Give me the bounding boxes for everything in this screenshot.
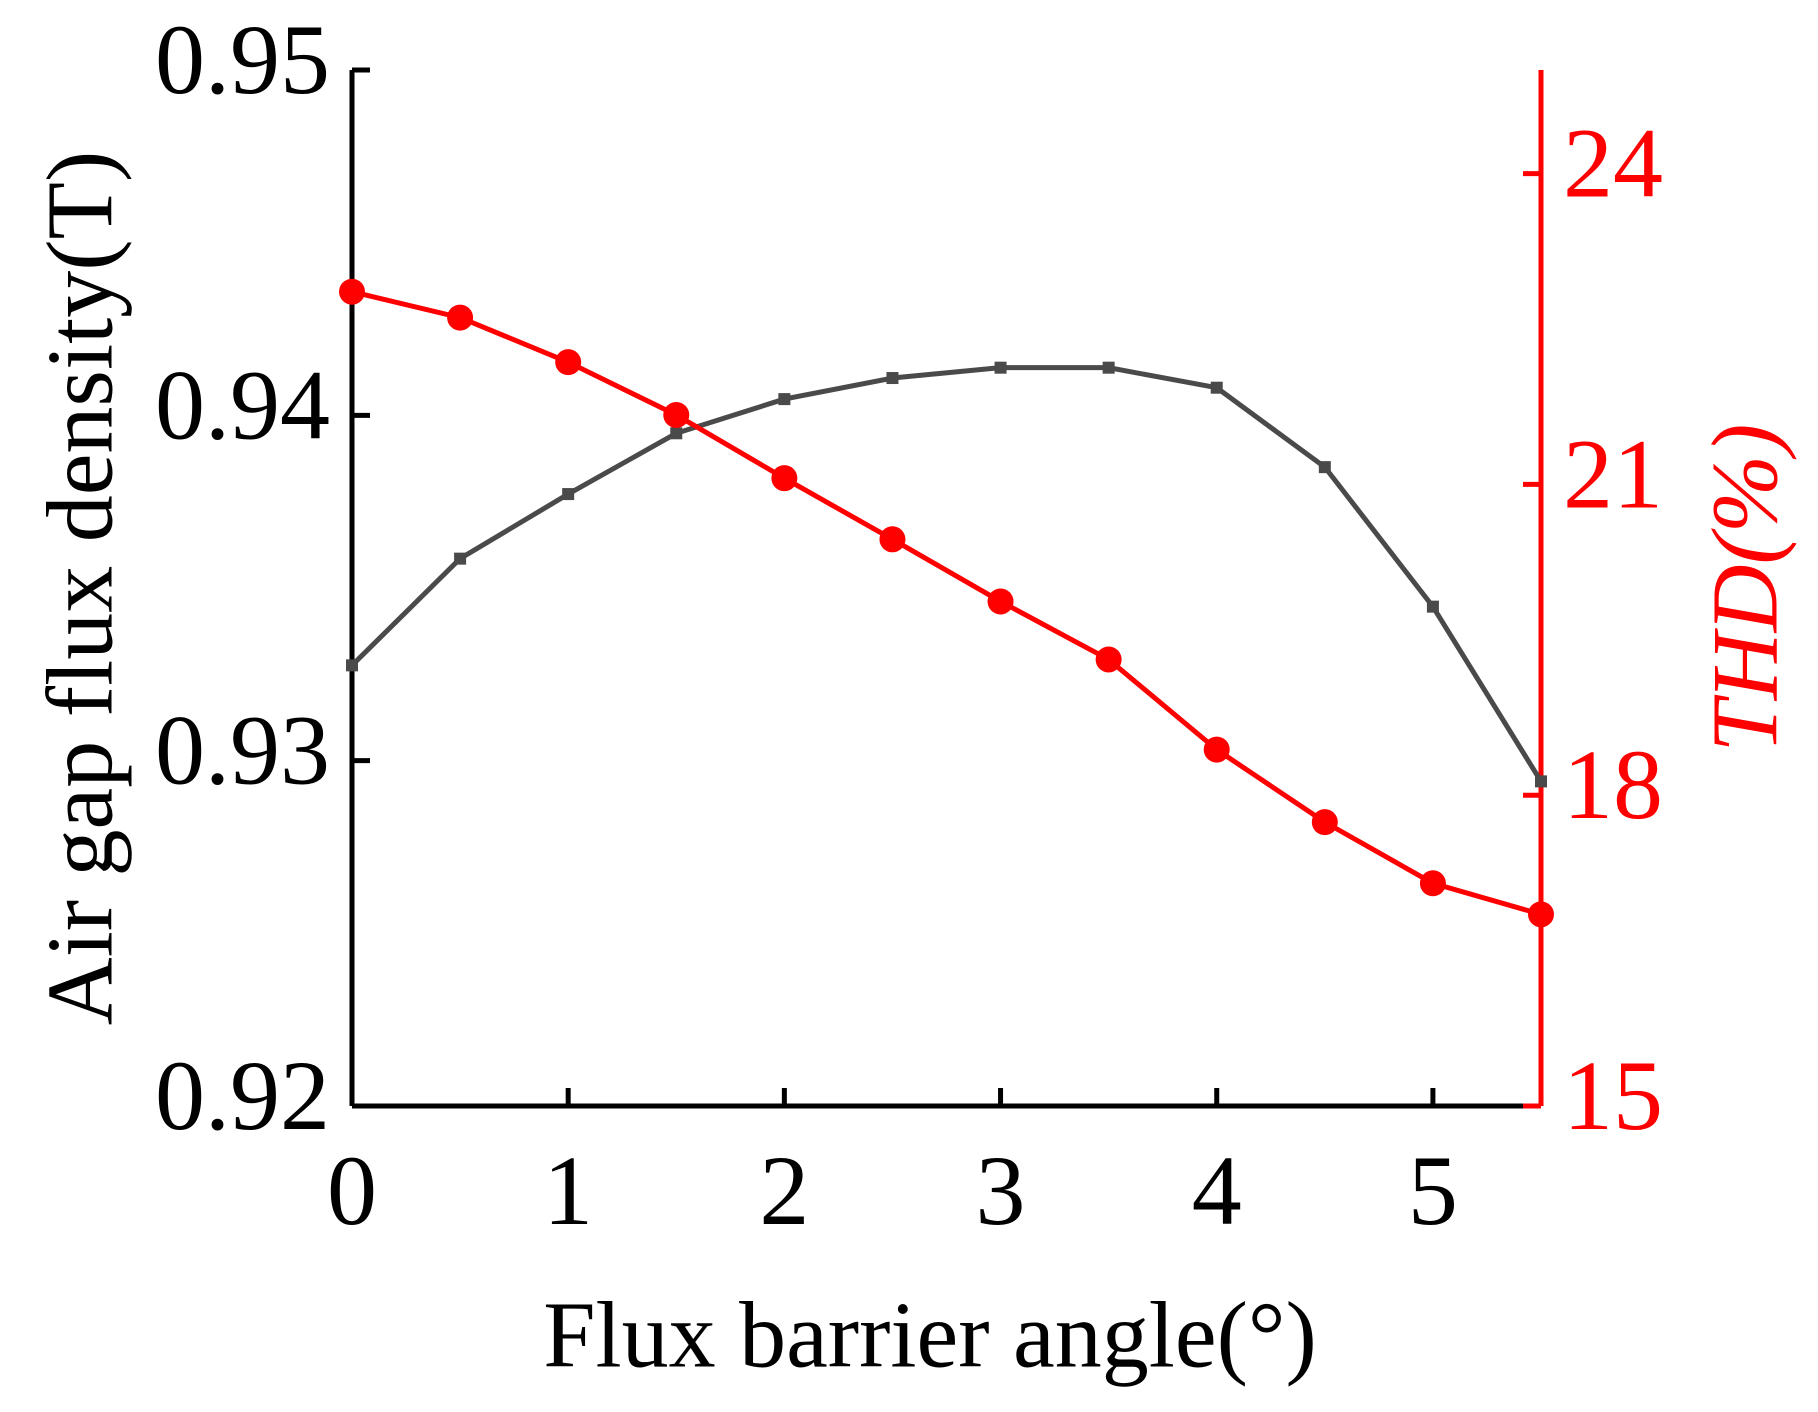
point	[1102, 361, 1115, 374]
y-tick-label: 0.92	[155, 1040, 330, 1151]
point	[771, 465, 798, 492]
point	[1419, 870, 1446, 897]
point	[1426, 600, 1439, 613]
y-tick-label: 0.93	[155, 695, 330, 806]
series-line	[350, 365, 1544, 783]
point	[994, 361, 1007, 374]
point	[778, 393, 791, 406]
x-tick-label: 2	[759, 1135, 809, 1246]
x-tick-label: 4	[1192, 1135, 1242, 1246]
y-tick-label: 0.95	[155, 4, 330, 115]
y2-tick-label: 21	[1563, 418, 1663, 529]
point	[1210, 381, 1223, 394]
y2-tick-label: 24	[1563, 108, 1663, 219]
x-tick-label: 1	[543, 1135, 593, 1246]
y-tick-label: 0.94	[155, 349, 330, 460]
x-tick-label: 0	[327, 1135, 377, 1246]
x-tick-label: 5	[1408, 1135, 1458, 1246]
point	[454, 552, 467, 565]
y2-tick-label: 18	[1563, 729, 1663, 840]
point	[447, 304, 474, 331]
point	[670, 427, 683, 440]
point	[555, 349, 582, 376]
series-line	[351, 289, 1542, 917]
y2-axis-title: THD(%)	[1694, 424, 1798, 753]
point	[987, 588, 1014, 615]
point	[339, 278, 365, 305]
point	[1318, 461, 1331, 474]
point	[1535, 775, 1547, 788]
point	[1311, 809, 1338, 836]
point	[562, 488, 575, 501]
point	[663, 401, 690, 428]
point	[346, 659, 358, 672]
x-tick-label: 3	[976, 1135, 1026, 1246]
y2-tick-label: 15	[1563, 1040, 1663, 1151]
point	[1203, 736, 1230, 763]
y-axis-title: Air gap flux density(T)	[29, 151, 133, 1026]
point	[879, 526, 906, 553]
point	[886, 372, 899, 385]
x-axis-title: Flux barrier angle(°)	[543, 1284, 1317, 1388]
point	[1528, 901, 1554, 928]
point	[1095, 646, 1122, 673]
